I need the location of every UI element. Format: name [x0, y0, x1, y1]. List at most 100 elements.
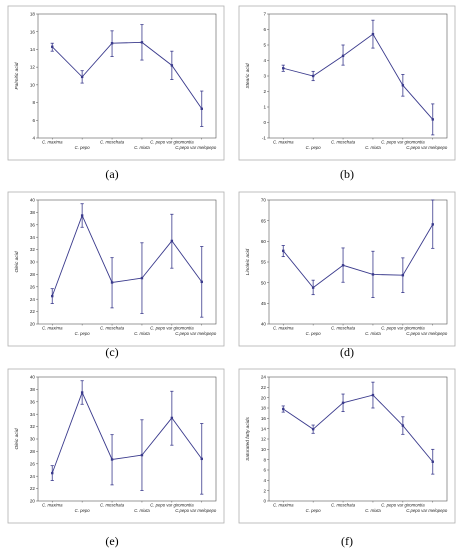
- x-tick-label: C. mixta: [134, 508, 150, 513]
- y-tick-label: 6: [263, 468, 266, 473]
- chart-panel-linoleic: 40 45 50 55 60 65 70 Linoleic acid C. maxima C. p…: [238, 191, 456, 359]
- y-tick-label: 7: [263, 12, 266, 17]
- panel-frame: [238, 368, 456, 524]
- y-tick-label: 30: [30, 260, 36, 265]
- y-tick-label: 24: [30, 297, 36, 302]
- y-tick-label: 14: [30, 47, 36, 52]
- data-point: [311, 74, 315, 78]
- x-tick-label: C. pepo: [75, 331, 91, 336]
- data-point: [110, 281, 114, 284]
- chart-panel-stearic: -1 0 1 2 3 4 5 6 7 Stearic acid C. maxima C. pepo C.…: [238, 5, 456, 181]
- y-tick-label: 10: [261, 447, 267, 452]
- data-point: [341, 401, 345, 405]
- y-tick-label: 55: [261, 260, 267, 265]
- y-tick-label: 32: [30, 424, 36, 429]
- data-point: [200, 280, 203, 284]
- chart-panel-oleic-e: 20 22 24 26 28 30 32 34 36 38 40 Oleic acid C. maxim…: [7, 368, 225, 548]
- x-tick-label: C. mixta: [134, 331, 150, 336]
- y-axis-label: Saturated fatty acids: [245, 417, 251, 461]
- y-tick-label: 2: [263, 488, 266, 493]
- data-point: [110, 458, 114, 461]
- y-tick-label: 16: [261, 416, 267, 421]
- data-point: [80, 75, 84, 79]
- data-point: [140, 41, 144, 44]
- panel-label: (c): [105, 345, 118, 359]
- y-tick-label: 22: [261, 385, 267, 390]
- data-point: [80, 214, 84, 217]
- y-tick-label: 22: [30, 486, 36, 491]
- panel-frame: [238, 5, 456, 161]
- y-tick-label: 12: [261, 437, 267, 442]
- data-point: [371, 32, 375, 36]
- data-point: [140, 276, 144, 280]
- y-tick-label: 4: [263, 58, 266, 63]
- y-tick-label: 34: [30, 412, 36, 417]
- y-tick-label: 36: [30, 399, 36, 404]
- y-tick-label: 40: [261, 322, 267, 327]
- series-line: [51, 391, 203, 474]
- y-axis-label: Stearic acid: [245, 63, 251, 88]
- y-tick-label: 28: [30, 272, 36, 277]
- y-tick-label: 50: [261, 280, 267, 285]
- data-point: [140, 453, 144, 457]
- y-tick-label: 18: [30, 12, 36, 17]
- y-tick-label: 34: [30, 235, 36, 240]
- x-tick-label: C. moschata: [100, 140, 125, 145]
- x-tick-label: C. pepo: [306, 331, 322, 336]
- y-tick-label: 30: [30, 437, 36, 442]
- y-tick-label: 14: [261, 426, 267, 431]
- y-tick-label: 32: [30, 247, 36, 252]
- y-tick-label: 20: [30, 322, 36, 327]
- data-point: [200, 457, 203, 461]
- x-tick-label: C. mixta: [365, 508, 381, 513]
- panel-label: (a): [105, 167, 118, 181]
- data-point: [431, 118, 434, 121]
- y-tick-label: 20: [261, 395, 267, 400]
- panel-label: (d): [340, 345, 354, 359]
- x-tick-label: C. maxima: [42, 503, 63, 508]
- data-point: [282, 407, 285, 411]
- chart-panel-palmitic: 4 6 8 10 12 14 16 18 Palmitic acid C. maxima C. pe…: [7, 5, 225, 181]
- y-tick-label: 26: [30, 461, 36, 466]
- x-tick-label: C.pepo var melopepo: [175, 508, 217, 513]
- x-tick-label: C. moschata: [100, 503, 125, 508]
- y-tick-label: 12: [30, 65, 36, 70]
- y-tick-label: 2: [263, 89, 266, 94]
- y-tick-label: 65: [261, 218, 267, 223]
- y-tick-label: 1: [263, 105, 266, 110]
- y-tick-label: 22: [30, 309, 36, 314]
- y-tick-label: 36: [30, 222, 36, 227]
- y-tick-label: 16: [30, 29, 36, 34]
- y-tick-label: 60: [261, 239, 267, 244]
- x-tick-label: C. pepo var giromontia: [381, 140, 425, 145]
- y-tick-label: 38: [30, 387, 36, 392]
- x-tick-label: C. pepo var giromontia: [150, 326, 194, 331]
- y-tick-label: 45: [261, 301, 267, 306]
- y-tick-label: 40: [30, 375, 36, 380]
- y-tick-label: 10: [30, 82, 36, 87]
- x-tick-label: C.pepo var melopepo: [406, 508, 448, 513]
- data-point: [170, 64, 174, 67]
- y-tick-label: 24: [261, 375, 267, 380]
- y-axis-label: Oleic acid: [14, 428, 20, 449]
- panel-frame: [7, 5, 225, 161]
- plot-area: [37, 13, 217, 139]
- series-line: [51, 41, 203, 110]
- y-tick-label: 8: [32, 100, 35, 105]
- x-tick-label: C. moschata: [331, 140, 356, 145]
- y-axis-label: Oleic acid: [14, 251, 20, 272]
- y-tick-label: 6: [263, 27, 266, 32]
- y-tick-label: 4: [263, 478, 266, 483]
- x-tick-label: C. mixta: [365, 145, 381, 150]
- x-tick-label: C. moschata: [331, 326, 356, 331]
- data-point: [401, 84, 405, 87]
- x-tick-label: C.pepo var melopepo: [175, 331, 217, 336]
- y-tick-label: 0: [263, 499, 266, 504]
- data-point: [80, 391, 84, 394]
- data-point: [371, 273, 375, 276]
- y-tick-label: 3: [263, 74, 266, 79]
- x-tick-label: C. mixta: [134, 145, 150, 150]
- data-point: [170, 416, 174, 420]
